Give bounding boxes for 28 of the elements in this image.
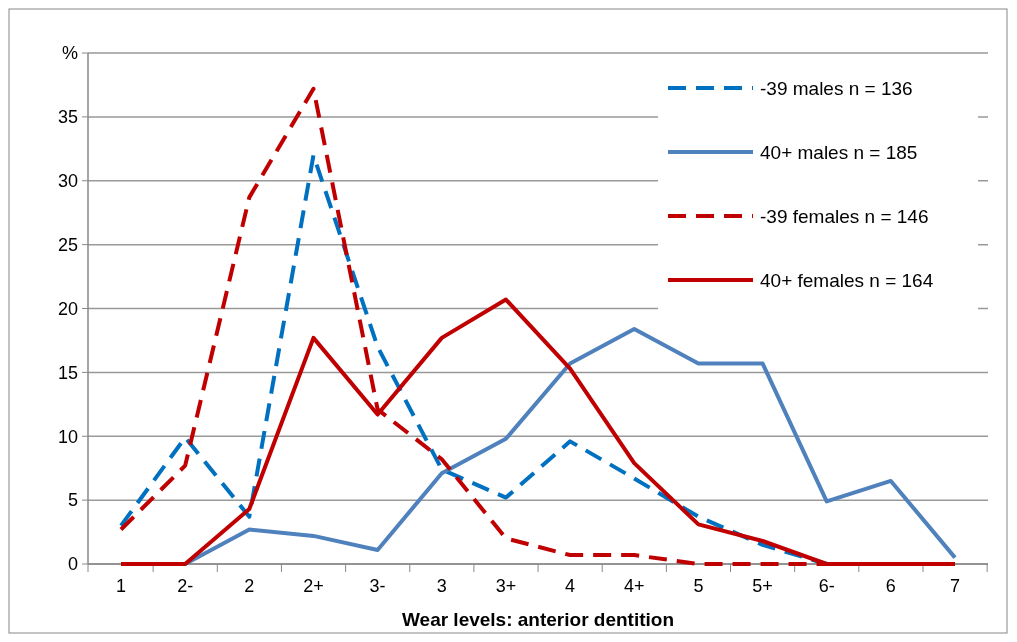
- x-tick-label: 6: [885, 576, 896, 596]
- x-tick-label: 5: [693, 576, 704, 596]
- legend-label: 40+ males n = 185: [760, 141, 918, 163]
- y-tick-label: 0: [67, 554, 78, 575]
- y-tick-label: 5: [67, 490, 78, 511]
- x-tick-label: 3-: [369, 576, 386, 596]
- x-tick-label: 3: [436, 576, 447, 596]
- x-axis-title: Wear levels: anterior dentition: [401, 609, 675, 630]
- y-tick-label: 30: [57, 171, 78, 192]
- y-tick-label: %: [61, 43, 78, 64]
- x-tick-label: 5+: [752, 576, 773, 596]
- x-tick-label: 2-: [177, 576, 194, 596]
- x-tick-label: 1: [115, 576, 127, 596]
- x-tick-label: 3+: [495, 576, 517, 596]
- legend-label: -39 females n = 146: [760, 205, 929, 227]
- x-tick-label: 4: [565, 576, 576, 596]
- y-tick-label: 25: [57, 234, 78, 255]
- x-tick-label: 7: [949, 576, 961, 596]
- x-tick-label: 6-: [818, 576, 835, 596]
- x-tick-label: 4+: [623, 576, 645, 596]
- x-tick-label: 2: [244, 576, 255, 596]
- y-tick-label: 35: [57, 107, 78, 128]
- legend-label: -39 males n = 136: [760, 77, 913, 99]
- y-tick-label: 15: [57, 362, 78, 383]
- legend-label: 40+ females n = 164: [760, 269, 934, 291]
- y-tick-label: 20: [57, 298, 78, 319]
- x-tick-label: 2+: [303, 576, 324, 596]
- y-tick-label: 10: [57, 426, 78, 447]
